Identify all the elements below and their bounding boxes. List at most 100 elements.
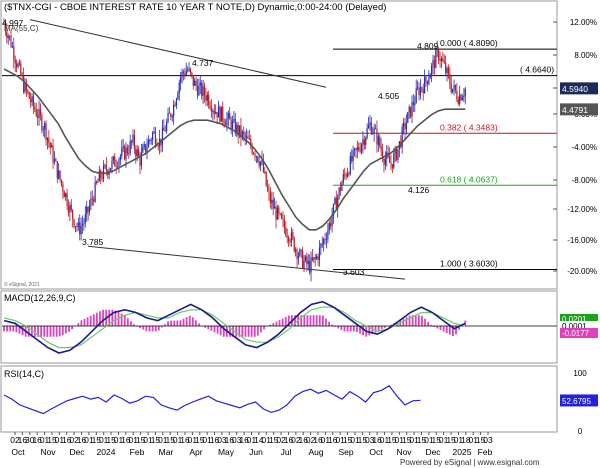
candle [11,41,14,49]
candle [10,29,12,49]
y-tick-label: -4.00% [572,143,597,152]
price-y-axis: 12.00%8.00%4.00%0.00%-4.00%-8.00%-12.00%… [553,18,597,276]
x-tick-label: 15 [446,435,456,445]
candle [194,77,196,87]
candle [236,121,238,138]
candle [46,137,49,150]
candle [433,55,436,77]
rsi-line [3,385,421,415]
candle [411,95,413,124]
candle [175,97,178,109]
candle [257,155,259,164]
x-tick-label: 01 [380,435,390,445]
candle [137,146,140,157]
candle [206,91,208,107]
x-tick-label: 16 [18,435,28,445]
candle [62,181,64,200]
macd-value-text: -0.0177 [562,329,590,338]
candle [27,88,29,95]
x-tick-label: 01 [262,435,272,445]
candle [35,102,37,118]
candle [184,67,186,80]
candle [37,108,39,126]
x-tick-label: 03 [217,435,227,445]
candle [425,75,427,87]
candle [293,236,295,253]
candle [217,100,220,118]
x-tick-label: 01 [114,435,124,445]
x-tick-label: 01 [188,435,198,445]
candle [45,120,47,146]
candle [114,152,116,167]
candle [278,204,280,220]
candle [31,93,33,107]
candle [404,117,406,139]
candle [42,125,44,137]
x-tick-label: 16 [121,435,131,445]
candle [201,80,203,100]
candle [80,217,82,241]
candle [24,78,26,95]
candle [310,251,312,282]
candle [283,214,286,235]
candle [178,79,180,101]
candle [7,33,9,45]
x-tick-label: 15 [387,435,397,445]
candle [229,106,231,120]
candle [212,108,214,121]
candle [428,70,430,86]
candle [377,133,379,152]
candle [77,217,79,231]
x-tick-label: 02 [276,435,286,445]
candle [140,144,143,170]
x-tick-label: 30 [25,435,35,445]
candle [164,125,166,132]
candle [237,122,239,144]
candle [266,179,269,192]
candle [208,90,210,109]
candle [230,116,232,135]
candle [362,131,364,154]
candle [384,151,386,170]
macd-value-text: 0.0001 [562,322,587,331]
candle [457,96,459,106]
x-tick-label: 15 [476,435,486,445]
x-tick-label: 15 [269,435,279,445]
candle [203,82,206,103]
candle [142,143,144,154]
candle [16,59,18,73]
ma-path [3,68,466,231]
candle [353,147,356,157]
candle [279,212,281,216]
candle [70,199,72,213]
macd-value-badge: -0.0177 [560,328,598,338]
candle [202,79,204,105]
candle [94,175,96,203]
x-tick-label: 15 [432,435,442,445]
candle [135,145,137,164]
candle [90,191,92,211]
x-tick-label: 01 [143,435,153,445]
macd-line [3,300,466,354]
candle [205,88,207,106]
x-tick-label: 16 [32,435,42,445]
candle [397,149,399,164]
last-price-badge: 4.5940 [560,82,598,95]
candle [53,151,56,165]
x-tick-label: 01 [454,435,464,445]
candle [456,83,458,103]
candle [111,156,113,174]
candle [55,157,57,162]
candle [295,247,297,257]
candle [313,256,315,264]
candle [38,100,40,126]
candle [299,247,301,257]
x-tick-label: 02 [10,435,20,445]
x-tick-label: 01 [468,435,478,445]
candle [79,214,81,241]
candle [76,222,78,233]
candle [321,236,323,249]
candle [255,155,257,163]
candle [109,168,112,172]
candle [167,107,169,124]
